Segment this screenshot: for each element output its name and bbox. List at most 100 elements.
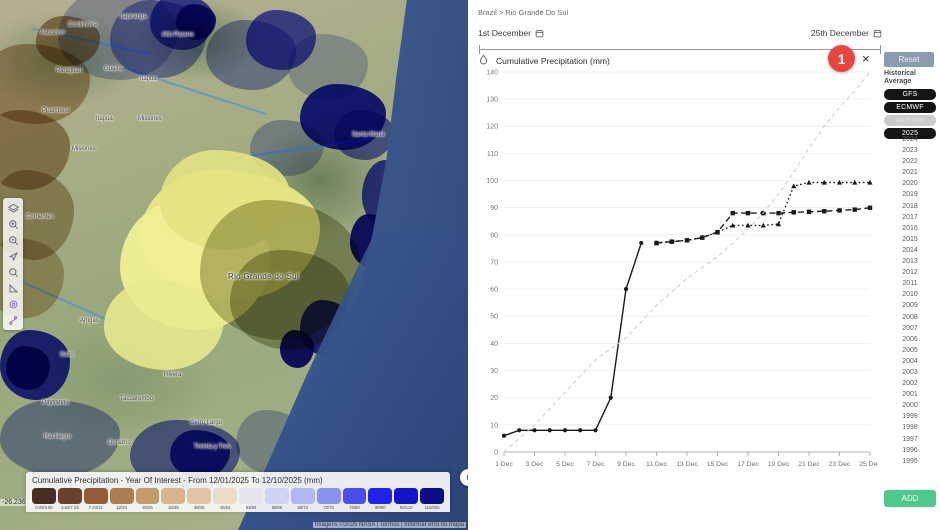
year-item-2013[interactable]: 2013	[902, 258, 918, 266]
x-axis-tick: 17 Dec	[737, 461, 759, 468]
year-item-2011[interactable]: 2011	[902, 280, 918, 288]
legend-pill-gfs[interactable]: GFS	[884, 89, 936, 101]
legend-swatch-chip	[57, 488, 82, 504]
year-list[interactable]: 2024 2023 2022 2021 2020 2019 2018 2017 2016 2015…	[884, 134, 936, 467]
search-icon[interactable]	[4, 264, 22, 280]
year-item-2021[interactable]: 2021	[902, 169, 918, 177]
precipitation-line-chart: 0 10 20 30 40 50 60 70 80 90 100 110 120 130 140 1 Dec 3…	[486, 69, 878, 468]
calendar-icon[interactable]	[535, 29, 544, 38]
year-item-2012[interactable]: 2012	[902, 269, 918, 277]
legend-swatch-chip	[161, 488, 186, 504]
y-axis-tick: 20	[490, 395, 498, 402]
path-icon[interactable]	[4, 312, 22, 328]
add-button[interactable]: ADD	[884, 490, 936, 507]
series-legend[interactable]: Historical Average GFS ECMWF Average 2025	[884, 70, 936, 141]
measure-icon[interactable]	[4, 280, 22, 296]
year-item-2014[interactable]: 2014	[902, 246, 918, 254]
x-axis-tick: 5 Dec	[556, 461, 574, 468]
map-toolbar[interactable]	[3, 198, 23, 330]
x-axis-tick: 11 Dec	[646, 461, 668, 468]
legend-pill-list[interactable]: GFS ECMWF Average 2025	[884, 89, 936, 140]
zoom-out-icon[interactable]	[4, 232, 22, 248]
data-point	[684, 237, 690, 243]
slider-handle-end[interactable]	[880, 45, 881, 54]
year-item-1995[interactable]: 1995	[902, 457, 918, 465]
y-axis-tick: 30	[490, 368, 498, 375]
circle-icon[interactable]	[4, 296, 22, 312]
calendar-icon[interactable]	[873, 29, 882, 38]
y-axis-tick: 60	[490, 287, 498, 294]
y-axis-tick: 110	[487, 151, 498, 158]
y-axis-tick: 140	[486, 69, 498, 76]
year-item-2024[interactable]: 2024	[902, 136, 918, 143]
data-point	[608, 395, 613, 400]
reset-button[interactable]: Reset	[884, 52, 934, 67]
legend-swatch-chip	[32, 488, 56, 504]
data-point	[730, 210, 735, 216]
year-item-1998[interactable]: 1998	[902, 424, 918, 432]
data-point	[745, 210, 751, 216]
chart-area[interactable]: 0 10 20 30 40 50 60 70 80 90 100 110 120 130 140 1 Dec 3…	[468, 66, 878, 486]
year-item-2000[interactable]: 2000	[902, 402, 918, 410]
y-axis-tick: 70	[490, 259, 498, 266]
year-item-2023[interactable]: 2023	[902, 147, 918, 155]
date-range-slider[interactable]	[479, 45, 881, 54]
legend-swatch-label: 66/72	[297, 505, 308, 510]
start-date-control[interactable]: 1st December	[478, 28, 544, 38]
year-item-2001[interactable]: 2001	[902, 391, 918, 399]
year-item-2022[interactable]: 2022	[902, 158, 918, 166]
year-item-2006[interactable]: 2006	[902, 335, 918, 343]
close-icon[interactable]: ×	[862, 51, 870, 66]
precip-polygon	[176, 4, 216, 40]
data-point	[730, 222, 736, 228]
x-axis-tick: 19 Dec	[768, 461, 790, 468]
legend-swatch-chip	[290, 488, 315, 504]
series-line-historical-average	[503, 71, 871, 453]
y-axis-tick: 10	[490, 422, 498, 429]
legend-swatch: 110/205	[420, 488, 444, 510]
map-panel[interactable]: Rio Grande do Sul Cordilheira Itapiranga Al…	[0, 0, 468, 530]
legend-swatch-label: 72/76	[323, 505, 334, 510]
legend-swatch-chip	[316, 488, 341, 504]
year-item-2010[interactable]: 2010	[902, 291, 918, 299]
legend-swatch: 72/76	[316, 488, 341, 510]
year-item-2019[interactable]: 2019	[902, 191, 918, 199]
legend-swatch: 25/38	[161, 488, 186, 510]
legend-pill-average[interactable]: Average	[884, 115, 936, 127]
year-item-2007[interactable]: 2007	[902, 324, 918, 332]
year-item-2016[interactable]: 2016	[902, 224, 918, 232]
legend-swatch: 90/110	[394, 488, 419, 510]
series-line-2025	[503, 242, 642, 437]
year-item-1997[interactable]: 1997	[902, 435, 918, 443]
legend-swatch-chip	[109, 488, 134, 504]
end-date-control[interactable]: 25th December	[811, 28, 882, 38]
legend-pill-ecmwf[interactable]: ECMWF	[884, 102, 936, 114]
year-item-2003[interactable]: 2003	[902, 368, 918, 376]
layers-icon[interactable]	[4, 200, 22, 216]
year-item-2018[interactable]: 2018	[902, 202, 918, 210]
legend-pill-2025[interactable]: 2025	[884, 128, 936, 140]
legend-swatch-chip	[420, 488, 444, 504]
zoom-in-icon[interactable]	[4, 216, 22, 232]
data-point	[837, 208, 842, 213]
year-item-2002[interactable]: 2002	[902, 380, 918, 388]
legend-swatch: 53/60	[239, 488, 263, 510]
year-item-2008[interactable]: 2008	[902, 313, 918, 321]
year-item-1999[interactable]: 1999	[902, 413, 918, 421]
data-point	[623, 287, 629, 292]
year-item-2020[interactable]: 2020	[902, 180, 918, 188]
legend-swatch: 80/90	[368, 488, 393, 510]
breadcrumb[interactable]: Brazil > Rio Grande Do Sul	[478, 8, 569, 17]
slider-handle-start[interactable]	[479, 45, 480, 54]
data-point	[562, 428, 568, 433]
legend-swatch: 12/20	[109, 488, 134, 510]
year-item-1996[interactable]: 1996	[902, 446, 918, 454]
year-item-2017[interactable]: 2017	[902, 213, 918, 221]
x-axis-tick: 1 Dec	[495, 461, 513, 468]
year-item-2015[interactable]: 2015	[902, 235, 918, 243]
map-collapse-button[interactable]	[460, 469, 468, 486]
year-item-2004[interactable]: 2004	[902, 357, 918, 365]
year-item-2009[interactable]: 2009	[902, 302, 918, 310]
navigate-icon[interactable]	[4, 248, 22, 264]
year-item-2005[interactable]: 2005	[902, 346, 918, 354]
